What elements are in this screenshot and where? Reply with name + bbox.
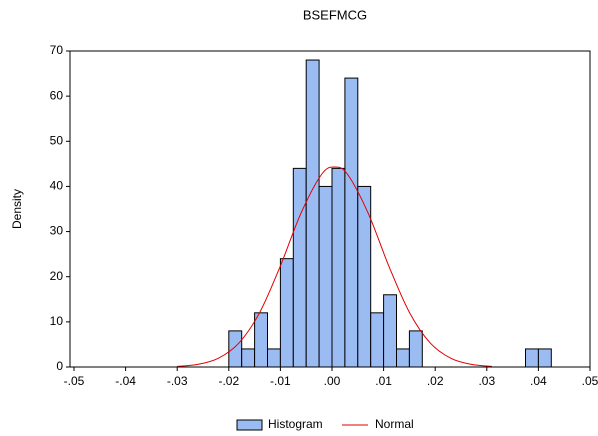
- chart-title: BSEFMCG: [303, 7, 367, 22]
- histogram-bar: [279, 258, 294, 368]
- legend-label: Normal: [375, 417, 414, 431]
- histogram-bar: [305, 59, 320, 368]
- histogram-bar: [318, 185, 333, 368]
- y-tick-label: 70: [50, 43, 64, 57]
- y-tick-label: 20: [50, 269, 64, 283]
- y-tick-label: 40: [50, 179, 64, 193]
- histogram-bar: [267, 348, 281, 368]
- histogram-bar: [331, 167, 346, 368]
- histogram-bar: [292, 167, 307, 368]
- y-axis-label: Density: [10, 189, 24, 229]
- x-tick-label: -.01: [270, 374, 291, 388]
- histogram-bar: [525, 348, 539, 368]
- x-tick-label: .03: [478, 374, 495, 388]
- histogram-bar: [344, 77, 359, 368]
- histogram-bar: [370, 312, 385, 368]
- plot-frame: [69, 50, 591, 368]
- histogram-bar: [254, 312, 269, 368]
- y-tick-label: 50: [50, 133, 64, 147]
- x-tick-label: .01: [375, 374, 392, 388]
- x-tick-label: -.02: [218, 374, 239, 388]
- y-tick-label: 30: [50, 224, 64, 238]
- x-tick-label: .00: [324, 374, 341, 388]
- histogram-bar: [241, 348, 256, 368]
- x-tick-label: .05: [582, 374, 598, 388]
- x-tick-label: .02: [427, 374, 444, 388]
- legend-swatch: [236, 419, 263, 431]
- x-tick-label: -.05: [64, 374, 85, 388]
- y-tick-label: 10: [50, 314, 64, 328]
- normal-curve: [177, 166, 493, 367]
- x-tick-label: -.04: [115, 374, 136, 388]
- histogram-bar: [396, 348, 410, 368]
- histogram-bar: [408, 330, 423, 368]
- legend-label: Histogram: [268, 417, 323, 431]
- histogram-bar: [383, 294, 398, 368]
- histogram-bar: [228, 330, 243, 368]
- y-tick-label: 60: [50, 88, 64, 102]
- x-tick-label: -.03: [167, 374, 188, 388]
- y-tick-label: 0: [56, 359, 63, 373]
- x-tick-label: .04: [530, 374, 547, 388]
- histogram-bar: [537, 348, 552, 368]
